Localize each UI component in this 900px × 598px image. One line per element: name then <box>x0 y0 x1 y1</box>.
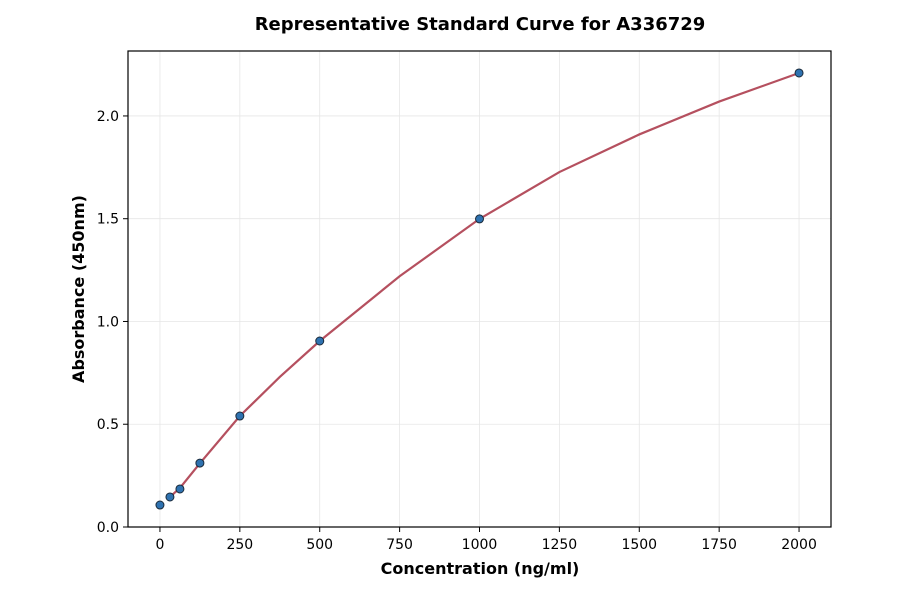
x-tick-label: 750 <box>386 537 413 553</box>
data-point <box>794 68 804 78</box>
data-point <box>165 492 175 502</box>
y-tick-label: 0.0 <box>97 520 119 536</box>
x-axis-label: Concentration (ng/ml) <box>381 559 580 578</box>
data-point <box>235 411 245 421</box>
data-point <box>195 458 205 468</box>
plot-area <box>155 68 804 510</box>
y-tick-label: 2.0 <box>97 109 119 125</box>
data-point <box>315 336 325 346</box>
chart-title: Representative Standard Curve for A33672… <box>255 14 706 35</box>
fit-curve <box>169 71 800 498</box>
data-point <box>175 484 185 494</box>
x-tick-label: 1500 <box>621 537 657 553</box>
x-tick-label: 1250 <box>542 537 578 553</box>
data-point <box>475 214 484 224</box>
y-tick-label: 0.5 <box>97 417 119 433</box>
y-tick-label: 1.0 <box>97 314 119 330</box>
x-tick-label: 250 <box>226 537 253 553</box>
x-tick-label: 1750 <box>701 537 737 553</box>
y-axis-label: Absorbance (450nm) <box>69 195 88 383</box>
y-tick-label: 1.5 <box>97 212 119 228</box>
x-tick-label: 2000 <box>781 537 817 553</box>
x-tick-label: 0 <box>155 537 164 553</box>
x-tick-label: 500 <box>306 537 333 553</box>
data-point <box>155 500 165 510</box>
x-tick-label: 1000 <box>462 537 498 553</box>
grid <box>128 51 831 528</box>
